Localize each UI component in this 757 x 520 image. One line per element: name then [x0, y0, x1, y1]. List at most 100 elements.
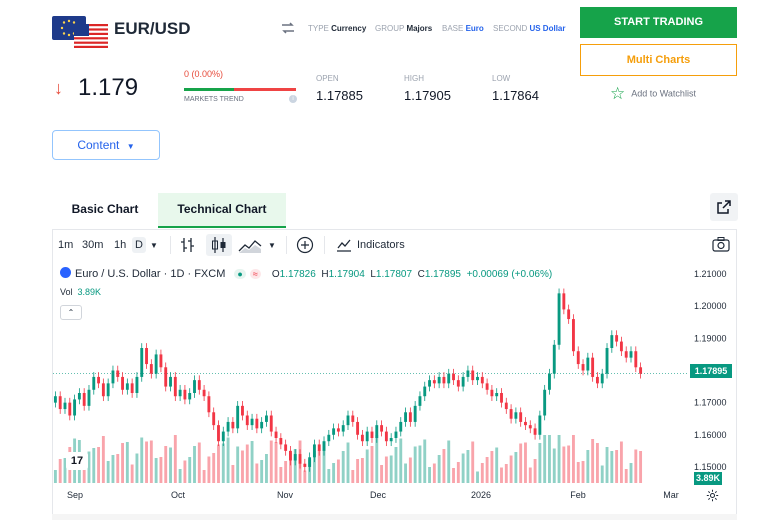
collapse-legend-button[interactable]: ⌃ — [60, 305, 82, 320]
interval-1h[interactable]: 1h — [114, 239, 127, 251]
candle — [351, 415, 355, 422]
legend-low: 1.17807 — [375, 269, 413, 280]
tradingview-logo[interactable]: 17 — [66, 452, 88, 470]
volume-bar — [548, 435, 551, 483]
candle — [595, 376, 599, 384]
volume-bar — [207, 456, 211, 483]
interval-30m[interactable]: 30m — [82, 239, 104, 251]
volume-bar — [221, 443, 225, 483]
volume-bar — [639, 451, 643, 483]
volume-bar — [226, 437, 230, 483]
volume-bar — [101, 436, 105, 483]
price-chart[interactable]: 1.21000 1.20000 1.19000 1.17000 1.16000 1.150… — [53, 258, 737, 514]
candle — [452, 373, 455, 381]
time-axis-label: Feb — [570, 490, 586, 500]
tab-basic-chart[interactable]: Basic Chart — [71, 202, 139, 216]
volume-bar — [188, 457, 192, 483]
candle — [173, 376, 177, 397]
candle — [514, 412, 518, 419]
volume-bar — [308, 459, 312, 483]
volume-bar — [164, 446, 168, 483]
indicators-icon[interactable] — [336, 237, 352, 258]
candle — [557, 293, 561, 345]
high-value: 1.17905 — [404, 88, 451, 103]
interval-d[interactable]: D — [132, 237, 146, 253]
swap-icon[interactable] — [280, 21, 296, 35]
candle — [399, 421, 403, 432]
toolbar-divider — [286, 236, 287, 254]
multi-charts-button[interactable]: Multi Charts — [580, 44, 737, 76]
candle — [178, 389, 182, 397]
volume-bar — [193, 446, 196, 483]
volume-bar — [562, 446, 566, 483]
interval-1m[interactable]: 1m — [58, 239, 74, 251]
candle — [581, 364, 585, 371]
candle — [360, 434, 364, 442]
volume-bar — [624, 469, 628, 483]
volume-bar — [125, 442, 129, 483]
volume-bar — [375, 435, 379, 483]
tab-technical-chart[interactable]: Technical Chart — [158, 193, 286, 228]
candle — [212, 412, 216, 426]
candle — [442, 376, 446, 384]
candle — [289, 450, 292, 461]
volume-bar — [327, 469, 331, 483]
volume-legend: Vol 3.89K — [60, 287, 101, 297]
volume-bar — [495, 447, 499, 483]
content-dropdown[interactable]: Content ▼ — [52, 130, 160, 160]
volume-value: 3.89K — [77, 287, 102, 297]
volume-bar — [149, 440, 153, 483]
bar-chart-type-icon[interactable] — [180, 236, 196, 259]
candle — [284, 444, 288, 451]
settings-gear-icon[interactable] — [706, 489, 719, 507]
volume-bar — [480, 463, 484, 483]
volume-bar — [58, 459, 62, 483]
meta-value: Majors — [406, 24, 433, 33]
volume-bar — [500, 467, 503, 483]
globe-icon — [60, 267, 71, 278]
time-axis-label: Dec — [370, 490, 387, 500]
interval-chevron-icon[interactable]: ▼ — [150, 241, 158, 250]
legend-c-label: C — [417, 269, 425, 280]
volume-bar — [365, 449, 369, 483]
candle — [471, 370, 475, 381]
volume-bar — [509, 455, 513, 483]
candle — [53, 396, 57, 403]
area-chart-type-icon[interactable] — [238, 236, 262, 259]
candle — [312, 444, 316, 458]
price-change: 0 (0.00%) — [184, 69, 224, 79]
volume-bar — [265, 454, 268, 483]
candle — [241, 405, 244, 416]
candle — [317, 444, 321, 451]
chart-type-chevron-icon[interactable]: ▼ — [268, 241, 276, 250]
candle — [221, 431, 225, 442]
delay-badge-icon: ≈ — [249, 269, 261, 279]
meta-key: BASE — [442, 24, 464, 33]
volume-bar — [586, 450, 590, 483]
volume-bar — [212, 453, 216, 483]
expand-icon[interactable] — [710, 193, 738, 221]
candle — [519, 412, 523, 422]
volume-bar — [121, 443, 124, 483]
candle — [428, 380, 431, 387]
start-trading-button[interactable]: START TRADING — [580, 7, 737, 38]
candle — [269, 415, 273, 432]
candle — [490, 389, 494, 397]
candle — [495, 393, 499, 397]
add-to-watchlist-button[interactable]: ☆ Add to Watchlist — [610, 84, 696, 104]
volume-bar — [279, 467, 283, 483]
indicators-button[interactable]: Indicators — [357, 239, 405, 251]
candle — [432, 380, 436, 384]
add-compare-icon[interactable] — [296, 236, 314, 259]
camera-icon[interactable] — [712, 236, 730, 257]
market-status-badge: ● — [234, 269, 246, 279]
candle-chart-type-icon[interactable] — [206, 234, 232, 256]
volume-bar — [380, 465, 384, 483]
info-icon[interactable]: i — [289, 95, 297, 103]
candle — [73, 399, 77, 416]
meta-second: SECOND US Dollar — [493, 24, 565, 33]
candle — [615, 335, 619, 342]
candle — [384, 431, 388, 442]
candle — [58, 396, 62, 410]
meta-base: BASE Euro — [442, 24, 484, 33]
